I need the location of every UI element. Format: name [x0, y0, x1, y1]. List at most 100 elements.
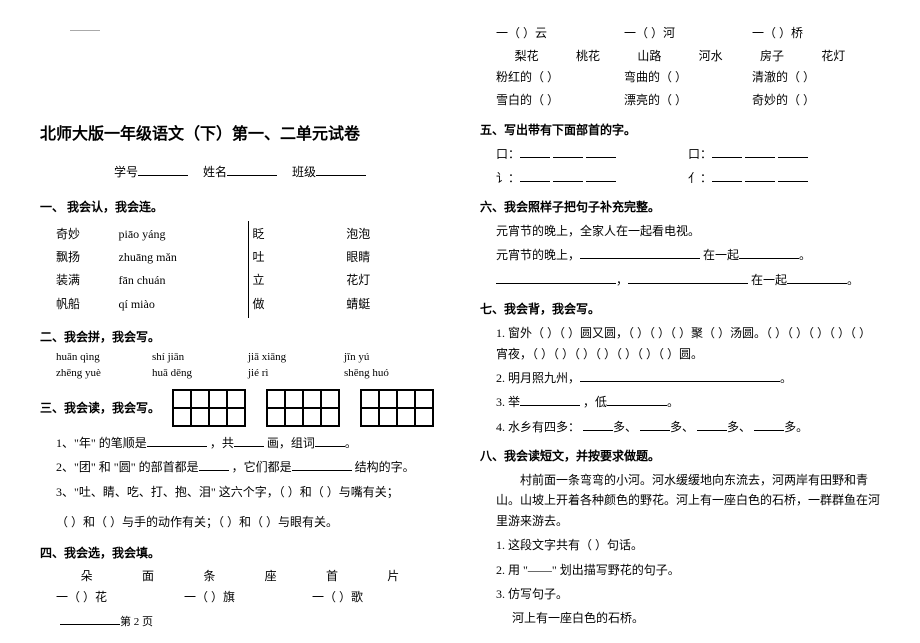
- pinyin: fān chuán: [119, 271, 244, 290]
- text: 在一起: [703, 248, 739, 262]
- question: 2. 用 "——" 划出描写野花的句子。: [496, 560, 880, 580]
- fill-line: ， 在一起。: [496, 270, 880, 290]
- fill-row: 一（ ）花 一（ ）旗 一（ ）歌: [56, 588, 440, 607]
- page: 北师大版一年级语文（下）第一、二单元试卷 学号 姓名 班级 一、 我会认，我会连…: [0, 0, 920, 643]
- section-4-heading: 四、我会选，我会填。: [40, 544, 440, 561]
- fill: 一（ ）旗: [184, 588, 312, 607]
- fill-row: 一（ ）云 一（ ）河 一（ ）桥: [496, 24, 880, 43]
- fill: 雪白的（ ）: [496, 91, 624, 110]
- word: 眨: [253, 225, 347, 244]
- section-8-heading: 八、我会读短文，并按要求做题。: [480, 447, 880, 464]
- fill: 弯曲的（ ）: [624, 68, 752, 87]
- text: 画，组词: [267, 436, 315, 450]
- pinyin: piāo yáng: [119, 225, 244, 244]
- word: 泡泡: [346, 225, 440, 244]
- word: 条: [203, 567, 215, 584]
- example: 元宵节的晚上，全家人在一起看电视。: [496, 221, 880, 241]
- question: （ ）和（ ）与手的动作有关；（ ）和（ ）与眼有关。: [56, 512, 440, 532]
- radical-row: 口： 口：: [496, 144, 880, 164]
- pinyin: jīn yú: [344, 351, 440, 363]
- word: 河水: [699, 47, 723, 64]
- page-footer: 第 2 页: [60, 611, 153, 629]
- word: 做: [253, 295, 347, 314]
- word: 帆船: [56, 295, 119, 314]
- word: 山路: [637, 47, 661, 64]
- fill-line: 元宵节的晚上， 在一起。: [496, 245, 880, 265]
- word: 飘扬: [56, 248, 119, 267]
- word: 朵: [81, 567, 93, 584]
- section-5-heading: 五、写出带有下面部首的字。: [480, 121, 880, 138]
- fill: 漂亮的（ ）: [624, 91, 752, 110]
- sentence: 河上有一座白色的石桥。: [512, 608, 880, 628]
- pinyin: huā dēng: [152, 367, 248, 379]
- question: 1、"年" 的笔顺是 ，共 画，组词。: [56, 433, 440, 453]
- word: 面: [142, 567, 154, 584]
- text: 多。: [784, 420, 808, 434]
- text: ，共: [210, 436, 234, 450]
- word: 奇妙: [56, 225, 119, 244]
- word-bank: 梨花 桃花 山路 河水 房子 花灯: [496, 47, 864, 64]
- tian-grid: [172, 389, 246, 427]
- fill: 一（ ）花: [56, 588, 184, 607]
- doc-title: 北师大版一年级语文（下）第一、二单元试卷: [40, 120, 440, 144]
- pinyin: qí miào: [119, 295, 244, 314]
- left-column: 北师大版一年级语文（下）第一、二单元试卷 学号 姓名 班级 一、 我会认，我会连…: [40, 20, 440, 633]
- word: 花灯: [346, 271, 440, 290]
- fill: 一（ ）歌: [312, 588, 440, 607]
- pinyin: zhēng yuè: [56, 367, 152, 379]
- word: 花灯: [821, 47, 845, 64]
- word-bank: 朵 面 条 座 首 片: [56, 567, 424, 584]
- passage: 村前面一条弯弯的小河。河水缓缓地向东流去，河两岸有田野和青山。山坡上开着各种颜色…: [496, 470, 880, 531]
- page-number: 第 2 页: [120, 616, 153, 628]
- word: 蜻蜓: [346, 295, 440, 314]
- question: 3、"吐、睛、吃、打、抱、泪" 这六个字，（ ）和（ ）与嘴有关；: [56, 482, 440, 502]
- section-1-heading: 一、 我会认，我会连。: [40, 198, 440, 215]
- question: 2、"团" 和 "圆" 的部首都是 ，它们都是 结构的字。: [56, 457, 440, 477]
- name-label: 姓名: [203, 165, 227, 179]
- fill: 一（ ）河: [624, 24, 752, 43]
- word: 桃花: [576, 47, 600, 64]
- question: 1. 这段文字共有（ ）句话。: [496, 535, 880, 555]
- radical: 口：: [496, 147, 520, 161]
- class-label: 班级: [292, 165, 316, 179]
- fill: 一（ ）桥: [752, 24, 880, 43]
- text: 4. 水乡有四多：: [496, 420, 580, 434]
- word: 座: [265, 567, 277, 584]
- pinyin: jiā xiāng: [248, 351, 344, 363]
- fill: 粉红的（ ）: [496, 68, 624, 87]
- divider: [248, 221, 249, 318]
- pinyin: shí jiān: [152, 351, 248, 363]
- word: 立: [253, 271, 347, 290]
- text: 元宵节的晚上，: [496, 248, 580, 262]
- section-7-heading: 七、我会背，我会写。: [480, 300, 880, 317]
- radical: 口：: [688, 147, 712, 161]
- pinyin-row: zhēng yuè huā dēng jié rì shēng huó: [56, 367, 440, 379]
- text: 2. 明月照九州，: [496, 371, 580, 385]
- question: 4. 水乡有四多： 多、 多、 多、 多。: [496, 417, 880, 437]
- text: 1、"年" 的笔顺是: [56, 436, 147, 450]
- radical-row: 讠： 亻：: [496, 168, 880, 188]
- text: 结构的字。: [355, 460, 415, 474]
- text: 多、: [613, 420, 637, 434]
- fill: 奇妙的（ ）: [752, 91, 880, 110]
- right-column: 一（ ）云 一（ ）河 一（ ）桥 梨花 桃花 山路 河水 房子 花灯 粉红的（…: [480, 20, 880, 633]
- pinyin: zhuāng mǎn: [119, 248, 244, 267]
- fill-row: 雪白的（ ） 漂亮的（ ） 奇妙的（ ）: [496, 91, 880, 110]
- question: 1. 窗外（ ）（ ）圆又圆，（ ）（ ）（ ）聚（ ）汤圆。（ ）（ ）（ ）…: [496, 323, 880, 364]
- pinyin: shēng huó: [344, 367, 440, 379]
- word: 首: [326, 567, 338, 584]
- section-6-heading: 六、我会照样子把句子补充完整。: [480, 198, 880, 215]
- word: 眼睛: [346, 248, 440, 267]
- word: 房子: [760, 47, 784, 64]
- section-3-label: 三、我会读，我会写。: [40, 399, 160, 416]
- text: 多、: [727, 420, 751, 434]
- pinyin: huān qìng: [56, 351, 152, 363]
- text: ，它们都是: [232, 460, 292, 474]
- word: 梨花: [515, 47, 539, 64]
- word: 装满: [56, 271, 119, 290]
- pinyin-row: huān qìng shí jiān jiā xiāng jīn yú: [56, 351, 440, 363]
- text: ，低: [583, 395, 607, 409]
- fill-row: 粉红的（ ） 弯曲的（ ） 清澈的（ ）: [496, 68, 880, 87]
- question: 3. 举 ，低。: [496, 392, 880, 412]
- section-2-heading: 二、我会拼，我会写。: [40, 328, 440, 345]
